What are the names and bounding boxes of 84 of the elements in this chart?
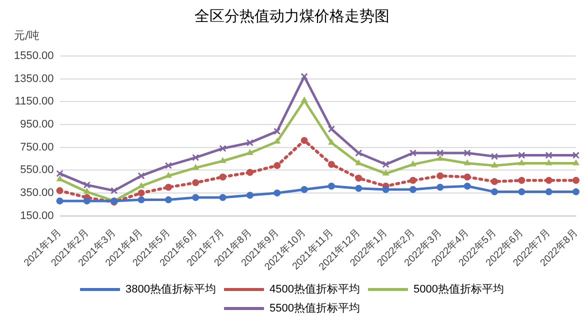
y-tick-label: 1150.00 [14,96,54,108]
point [409,186,416,194]
point [192,154,200,162]
point [301,97,308,103]
point [300,186,308,194]
point [165,172,172,178]
point [382,170,389,176]
point [219,173,226,180]
point [464,173,471,180]
point [192,164,199,170]
point [409,176,416,184]
point [491,162,498,168]
y-tick-label: 350.00 [20,186,54,199]
legend-label: 5000热值折标平均 [413,284,504,296]
legend-label: 5500热值折标平均 [270,302,360,315]
point [464,149,471,157]
point [546,160,552,166]
point [328,160,335,168]
point [274,162,281,170]
y-tick-label: 1550.00 [14,50,54,62]
point [328,125,336,133]
point [274,128,281,135]
point [518,152,526,159]
point [518,160,525,166]
point [518,188,526,196]
point [436,172,444,180]
point [274,189,281,196]
point [409,149,417,157]
point [464,182,471,190]
point [219,194,226,202]
point [572,160,580,166]
point [110,187,118,194]
point [518,176,526,184]
point [138,196,145,204]
point [164,184,172,191]
point [56,170,64,178]
point [56,197,64,204]
point [436,184,444,191]
point [490,178,498,186]
point [410,160,416,166]
point [219,144,226,152]
point [437,155,444,161]
point [138,172,145,180]
point [84,188,90,194]
y-tick-label: 550.00 [20,164,54,176]
point [572,188,580,196]
point [83,181,91,189]
y-axis-title: 元/吨 [14,28,40,43]
chart-title: 全区分热值动力煤价格走势图 [194,6,390,25]
point [56,187,64,194]
point [545,176,552,184]
point [545,152,552,159]
point [328,139,335,145]
legend-label: 4500热值折标平均 [270,284,360,296]
point [355,174,362,182]
point [545,188,552,196]
point [436,149,444,157]
point [490,188,498,196]
point [192,179,200,186]
point [355,184,362,192]
point [220,157,226,163]
point [382,186,390,194]
point [300,72,308,80]
y-tick-label: 1350.00 [14,72,54,85]
point [355,149,362,157]
point [246,139,254,146]
point [164,162,172,170]
point [464,160,470,166]
point [328,182,335,190]
y-tick-label: 150.00 [20,210,54,222]
point [138,189,145,196]
point [572,152,580,159]
legend-label: 3800热值折标平均 [126,284,216,296]
point [164,196,172,204]
y-tick-label: 750.00 [20,141,54,154]
point [192,194,200,202]
point [246,192,254,199]
point [83,197,90,204]
point [490,152,498,160]
point [300,136,308,144]
point [246,168,254,176]
y-tick-label: 950.00 [20,118,54,131]
point [572,176,580,184]
point [382,160,390,168]
